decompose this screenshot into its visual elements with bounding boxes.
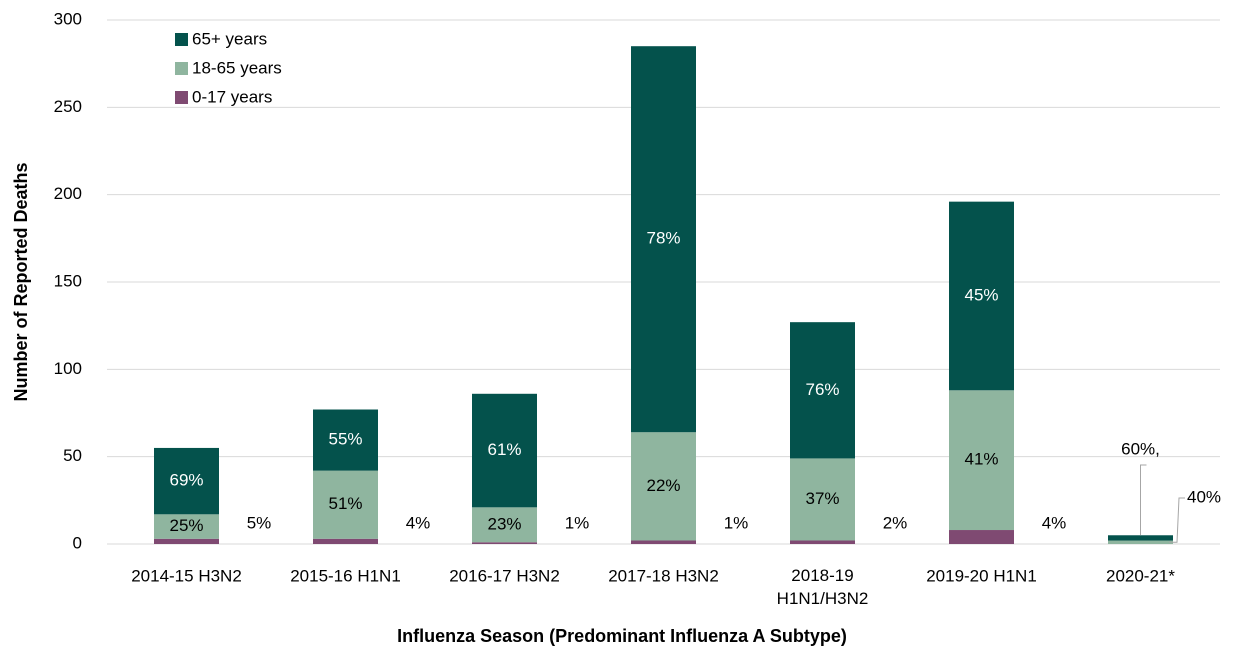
share-label: 69% <box>169 471 203 490</box>
share-label: 78% <box>646 229 680 248</box>
bar-segment <box>472 393 537 508</box>
share-label: 41% <box>964 450 998 469</box>
y-tick-label: 250 <box>54 97 82 116</box>
bar-segment <box>949 201 1014 391</box>
share-label: 1% <box>724 513 749 532</box>
y-tick-label: 200 <box>54 184 82 203</box>
leader-line <box>1140 464 1147 536</box>
bar-segment <box>154 447 219 515</box>
bar-segment <box>313 538 378 544</box>
x-tick-label-line: H1N1/H3N2 <box>777 589 869 608</box>
bar-segment <box>154 514 219 539</box>
share-label: 37% <box>805 489 839 508</box>
bar-segment <box>790 322 855 459</box>
share-label: 4% <box>1042 513 1067 532</box>
y-tick-label: 0 <box>73 533 82 552</box>
bar-segment <box>949 530 1014 544</box>
share-label: 1% <box>565 513 590 532</box>
share-label: 4% <box>406 513 431 532</box>
share-label: 25% <box>169 516 203 535</box>
share-label: 61% <box>487 440 521 459</box>
share-label: 23% <box>487 514 521 533</box>
x-tick-label: 2016-17 H3N2 <box>449 566 560 585</box>
bar-segment <box>1108 540 1173 544</box>
y-tick-label: 100 <box>54 359 82 378</box>
share-label: 60%, <box>1121 439 1160 458</box>
y-axis-title: Number of Reported Deaths <box>11 162 31 401</box>
x-axis-title: Influenza Season (Predominant Influenza … <box>397 626 847 646</box>
bar-segment <box>631 46 696 433</box>
legend-label: 65+ years <box>192 29 267 48</box>
share-label: 45% <box>964 285 998 304</box>
legend-label: 18-65 years <box>192 58 282 77</box>
x-tick-label: 2018-19 H1N1/H3N2 <box>777 566 869 608</box>
leader-line <box>1169 497 1185 543</box>
x-tick-label: 2015-16 H1N1 <box>290 566 401 585</box>
bar-segment <box>949 390 1014 531</box>
legend-swatch <box>175 62 188 75</box>
share-label: 55% <box>328 430 362 449</box>
x-tick-label: 2019-20 H1N1 <box>926 566 1037 585</box>
share-label: 22% <box>646 476 680 495</box>
bar-segment <box>1108 535 1173 541</box>
bar-segment <box>313 409 378 471</box>
bar-segment <box>631 432 696 541</box>
y-tick-label: 150 <box>54 271 82 290</box>
share-label: 2% <box>883 513 908 532</box>
x-tick-label: 2014-15 H3N2 <box>131 566 242 585</box>
bar-segment <box>472 507 537 543</box>
share-label: 40% <box>1187 487 1221 506</box>
x-tick-label: 2017-18 H3N2 <box>608 566 719 585</box>
legend-label: 0-17 years <box>192 87 272 106</box>
share-label: 5% <box>247 513 272 532</box>
bar-segment <box>154 538 219 544</box>
legend-swatch <box>175 91 188 104</box>
x-tick-label-line: 2018-19 <box>791 566 853 585</box>
bar-segment <box>790 540 855 544</box>
x-tick-label: 2020-21* <box>1106 566 1175 585</box>
bar-segment <box>472 542 537 544</box>
legend-swatch <box>175 33 188 46</box>
share-label: 51% <box>328 494 362 513</box>
bar-segment <box>631 540 696 544</box>
y-tick-label: 50 <box>63 446 82 465</box>
bar-segment <box>790 458 855 541</box>
bar-segment <box>313 470 378 539</box>
share-label: 76% <box>805 380 839 399</box>
y-tick-label: 300 <box>54 9 82 28</box>
